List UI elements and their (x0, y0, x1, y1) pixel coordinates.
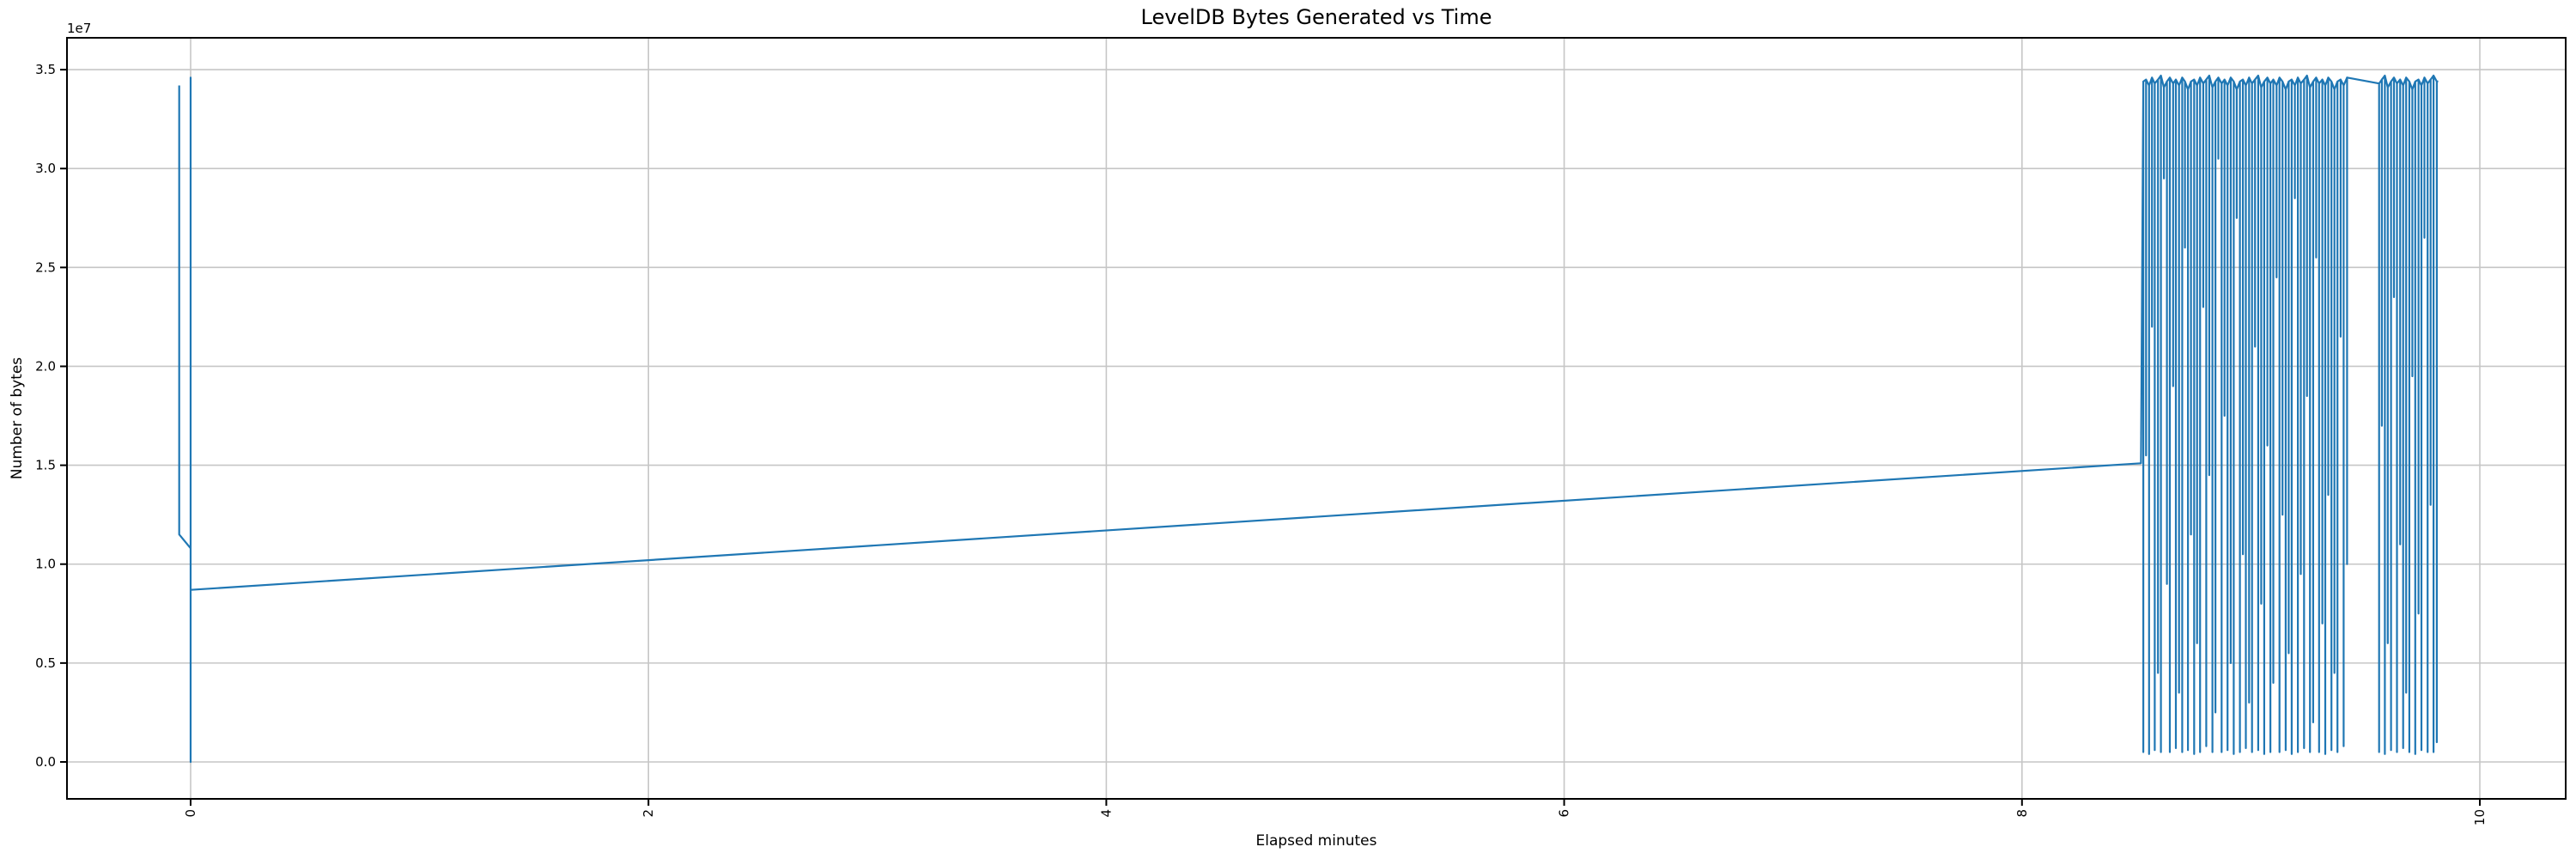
x-tick-label: 0 (183, 809, 198, 818)
tick-marks-layer (60, 69, 2481, 806)
data-layer (178, 74, 2439, 764)
x-tick-label: 4 (1098, 809, 1114, 818)
y-tick-label: 3.5 (35, 62, 56, 77)
x-tick-label: 6 (1557, 809, 1572, 818)
axes-spines (66, 37, 2567, 800)
y-tick-label: 3.0 (35, 161, 56, 176)
x-tick-label: 2 (641, 809, 656, 818)
x-tick-label: 8 (2014, 809, 2030, 818)
y-tick-label: 0.0 (35, 754, 56, 770)
tick-labels-layer: 0 2 4 6 8 10 0.0 0.5 1.0 1.5 2.0 2.5 3.0 3.5 (35, 62, 2488, 825)
y-tick-label: 1.5 (35, 458, 56, 473)
y-tick-label: 0.5 (35, 655, 56, 671)
y-tick-label: 2.5 (35, 259, 56, 275)
x-tick-label: 10 (2472, 809, 2488, 825)
chart-title: LevelDB Bytes Generated vs Time (1141, 5, 1492, 29)
data-line-series (178, 74, 2439, 764)
axes-frame (66, 37, 2567, 800)
y-axis-label: Number of bytes (9, 357, 26, 479)
y-tick-label: 1.0 (35, 557, 56, 572)
y-axis-offset-text: 1e7 (67, 21, 91, 36)
y-tick-label: 2.0 (35, 358, 56, 374)
x-axis-label: Elapsed minutes (1256, 832, 1377, 850)
